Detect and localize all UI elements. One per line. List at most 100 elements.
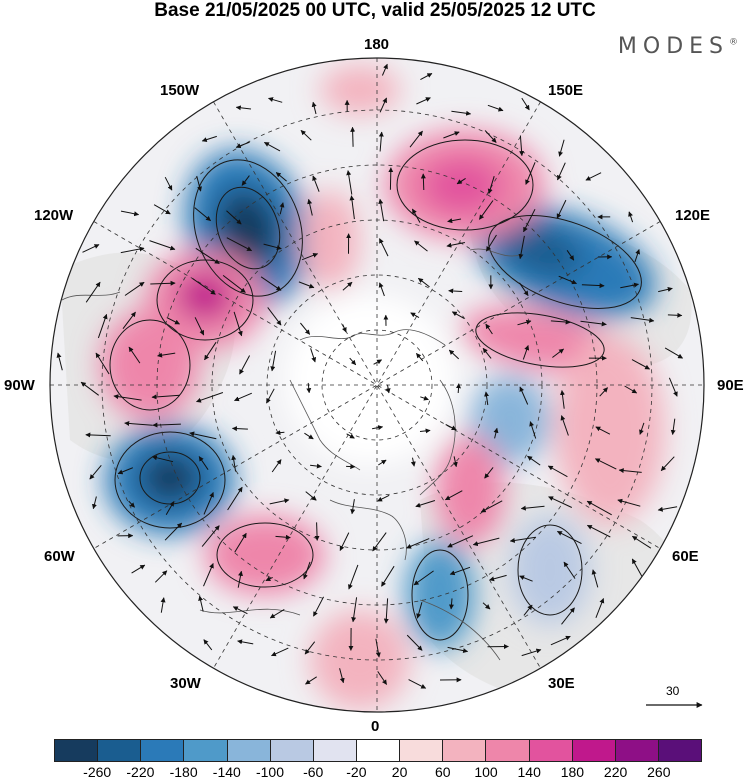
wind-arrow (558, 275, 577, 285)
wind-arrow (413, 570, 434, 586)
wind-arrow (339, 668, 345, 684)
wind-arrow (222, 275, 246, 293)
wind-arrow (192, 278, 216, 295)
wind-arrow (523, 208, 536, 233)
wind-arrow (451, 110, 472, 116)
anomaly-high-135w (300, 190, 360, 290)
wind-arrow (415, 500, 436, 508)
wind-arrow (451, 311, 465, 319)
wind-arrow (204, 341, 217, 361)
wind-arrow (383, 598, 389, 624)
wind-arrow (580, 320, 607, 327)
wind-arrow (377, 671, 388, 685)
colorbar-cell (658, 740, 702, 761)
wind-arrow (350, 126, 356, 147)
wind-arrow (275, 534, 291, 540)
wind-arrow (237, 570, 243, 588)
wind-arrow (444, 490, 463, 501)
wind-arrow (310, 463, 322, 469)
colorbar-cell (227, 740, 271, 761)
colorbar-cell (400, 740, 444, 761)
wind-arrow (378, 131, 384, 152)
wind-arrow (267, 307, 282, 326)
lon-label-90w: 90W (4, 377, 35, 394)
wind-arrow (265, 576, 273, 582)
wind-arrow (196, 175, 202, 192)
wind-arrow (203, 492, 214, 515)
wind-arrow (452, 456, 458, 468)
wind-arrow (406, 538, 430, 549)
lon-label-0: 0 (371, 718, 380, 735)
wind-arrow (56, 352, 63, 371)
wind-arrow (226, 237, 253, 252)
wind-arrow (151, 394, 180, 400)
wind-arrow (552, 348, 564, 358)
wind-arrow (131, 564, 146, 574)
wind-arrow (237, 639, 254, 645)
wind-arrow (349, 195, 355, 220)
wind-arrow (150, 280, 176, 286)
wind-arrow (594, 458, 617, 470)
wind-arrow (385, 384, 391, 394)
anomaly-high-80e (555, 335, 665, 525)
wind-arrow (667, 312, 683, 318)
wind-arrow (304, 432, 314, 440)
wind-arrow (301, 252, 319, 261)
wind-arrow (377, 494, 390, 502)
wind-arrow (416, 602, 423, 619)
wind-arrow (547, 465, 568, 478)
page-title: Base 21/05/2025 00 UTC, valid 25/05/2025… (154, 0, 596, 21)
colorbar-cell (184, 740, 228, 761)
wind-arrow (379, 97, 387, 113)
wind-arrow (447, 535, 474, 548)
wind-arrow (80, 381, 99, 396)
wind-arrow (419, 428, 431, 434)
wind-arrow (556, 530, 582, 545)
colorbar (54, 739, 702, 762)
wind-arrow (628, 211, 634, 223)
colorbar-tick-label: 100 (474, 764, 498, 780)
wind-arrow (201, 525, 220, 547)
wind-arrow (519, 135, 525, 157)
anomaly-contours (109, 139, 642, 641)
graticule (50, 58, 704, 712)
lon-label-180: 180 (364, 36, 390, 53)
wind-arrow (416, 353, 424, 362)
wind-arrow (372, 532, 387, 552)
wind-arrow (620, 282, 639, 289)
wind-arrow (226, 210, 242, 225)
wind-arrow (305, 491, 317, 501)
wind-arrow (521, 648, 542, 657)
wind-arrow (411, 208, 421, 223)
wind-arrow (599, 387, 608, 397)
wind-arrow (233, 311, 243, 337)
wind-arrow (153, 204, 171, 215)
wind-arrow (95, 352, 110, 375)
wind-arrow (234, 392, 252, 402)
wind-arrow (631, 558, 643, 578)
wind-arrow (198, 456, 209, 470)
wind-arrow (234, 532, 247, 553)
wind-arrow (346, 170, 353, 195)
wind-arrow (311, 101, 317, 115)
wind-arrow (351, 597, 358, 623)
wind-arrow (235, 105, 252, 111)
wind-arrow (418, 277, 430, 288)
wind-arrow (149, 240, 176, 251)
wind-arrow (519, 282, 529, 297)
wind-arrow (548, 496, 573, 508)
colorbar-tick-label: -60 (303, 764, 324, 780)
polar-map (49, 57, 705, 713)
colorbar-cell (55, 740, 99, 761)
wind-arrow (410, 457, 416, 467)
wind-arrow (550, 635, 571, 646)
wind-arrow (447, 218, 462, 224)
colorbar-tick-label: 180 (560, 764, 585, 780)
wind-arrow (487, 176, 495, 194)
wind-arrow (581, 283, 605, 289)
wind-arrow (241, 175, 250, 186)
wind-arrow (522, 345, 530, 360)
wind-arrow (310, 348, 317, 363)
wind-arrow (313, 596, 325, 617)
colorbar-cell (270, 740, 314, 761)
